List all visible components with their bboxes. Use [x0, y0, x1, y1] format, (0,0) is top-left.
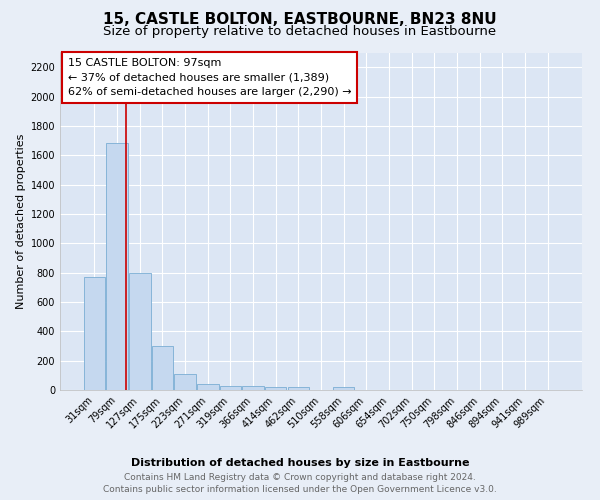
Bar [129, 272, 151, 390]
Bar [287, 387, 309, 390]
Text: Contains HM Land Registry data © Crown copyright and database right 2024.
Contai: Contains HM Land Registry data © Crown c… [103, 472, 497, 494]
Bar [242, 386, 264, 390]
Bar [175, 374, 196, 390]
Y-axis label: Number of detached properties: Number of detached properties [16, 134, 26, 309]
Bar [197, 384, 218, 390]
Bar [152, 346, 173, 390]
Text: 15 CASTLE BOLTON: 97sqm
← 37% of detached houses are smaller (1,389)
62% of semi: 15 CASTLE BOLTON: 97sqm ← 37% of detache… [68, 58, 352, 97]
Bar [220, 386, 241, 390]
Text: 15, CASTLE BOLTON, EASTBOURNE, BN23 8NU: 15, CASTLE BOLTON, EASTBOURNE, BN23 8NU [103, 12, 497, 28]
Bar [333, 387, 355, 390]
Bar [106, 144, 128, 390]
Bar [265, 387, 286, 390]
Bar [84, 277, 105, 390]
Text: Size of property relative to detached houses in Eastbourne: Size of property relative to detached ho… [103, 25, 497, 38]
Text: Distribution of detached houses by size in Eastbourne: Distribution of detached houses by size … [131, 458, 469, 468]
